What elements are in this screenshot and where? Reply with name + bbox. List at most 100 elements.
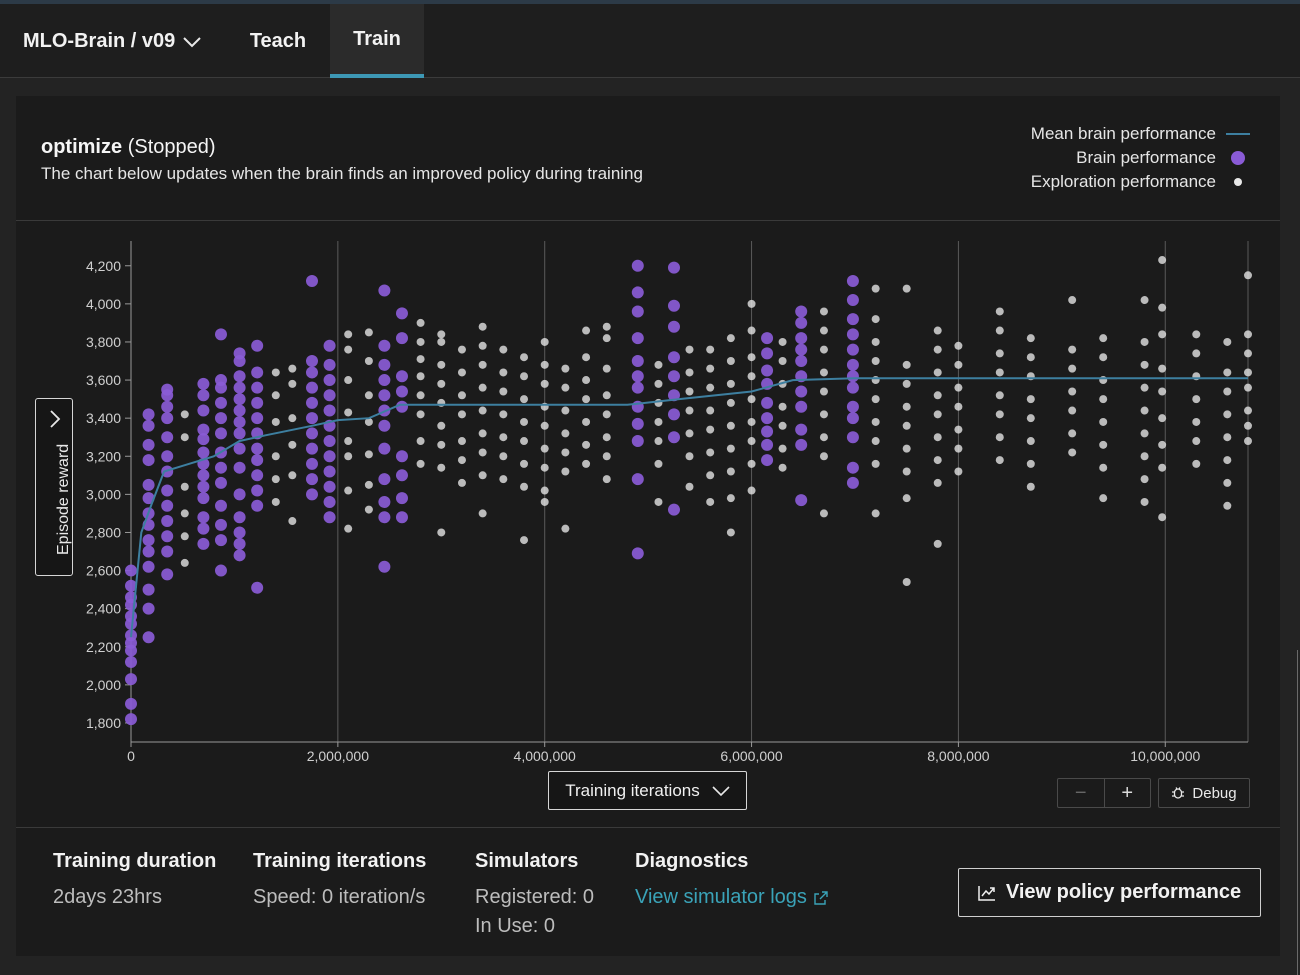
exploration-point bbox=[180, 482, 189, 491]
exploration-point bbox=[1099, 353, 1108, 362]
brain-point bbox=[214, 427, 227, 440]
exploration-point bbox=[819, 345, 828, 354]
exploration-point bbox=[344, 437, 353, 446]
mean-performance-line bbox=[130, 377, 1248, 638]
brain-point bbox=[846, 370, 859, 383]
exploration-point bbox=[726, 421, 735, 430]
brain-point bbox=[214, 499, 227, 512]
exploration-point bbox=[706, 406, 715, 415]
brain-point bbox=[795, 355, 808, 368]
y-tick-label: 4,200 bbox=[86, 258, 121, 274]
brain-point bbox=[251, 454, 264, 467]
brain-point bbox=[378, 358, 391, 371]
exploration-point bbox=[416, 410, 425, 419]
brain-point bbox=[761, 425, 774, 438]
exploration-point bbox=[499, 345, 508, 354]
bug-icon bbox=[1172, 787, 1185, 799]
brain-point bbox=[251, 381, 264, 394]
brain-point bbox=[214, 412, 227, 425]
x-tick-label: 8,000,000 bbox=[927, 748, 989, 764]
exploration-point bbox=[478, 509, 487, 518]
exploration-point bbox=[478, 341, 487, 350]
exploration-point bbox=[582, 395, 591, 404]
brain-point bbox=[233, 537, 246, 550]
policy-button-label: View policy performance bbox=[1005, 881, 1242, 903]
exploration-point bbox=[437, 421, 446, 430]
exploration-point bbox=[499, 452, 508, 461]
exploration-point bbox=[747, 372, 756, 381]
exploration-point bbox=[1026, 353, 1035, 362]
brain-point bbox=[323, 435, 336, 448]
brain-version-selector[interactable]: MLO-Brain / v09 bbox=[23, 30, 201, 53]
brain-point bbox=[233, 549, 246, 562]
x-tick-label: 6,000,000 bbox=[720, 748, 782, 764]
stat-in-use: In Use: 0 bbox=[475, 915, 556, 937]
exploration-point bbox=[1140, 406, 1149, 415]
exploration-point bbox=[1192, 349, 1201, 358]
exploration-point bbox=[685, 406, 694, 415]
tab-train[interactable]: Train bbox=[330, 4, 424, 78]
stat-heading: Training iterations bbox=[253, 850, 427, 872]
brain-point bbox=[761, 347, 774, 360]
brain-point bbox=[142, 438, 155, 451]
exploration-point bbox=[416, 337, 425, 346]
stat-value: 2days 23hrs bbox=[53, 886, 162, 908]
exploration-point bbox=[747, 486, 756, 495]
brain-point bbox=[233, 511, 246, 524]
brain-point bbox=[795, 423, 808, 436]
x-tick-label: 2,000,000 bbox=[307, 748, 369, 764]
debug-button[interactable]: Debug bbox=[1158, 778, 1250, 808]
zoom-in-button[interactable]: + bbox=[1121, 781, 1134, 804]
chevron-down-icon bbox=[183, 36, 201, 47]
x-axis-selector[interactable]: Training iterations bbox=[548, 771, 747, 810]
exploration-point bbox=[778, 402, 787, 411]
y-tick-label: 3,200 bbox=[86, 448, 121, 464]
brain-point bbox=[395, 385, 408, 398]
view-policy-performance-button[interactable]: View policy performance bbox=[958, 868, 1261, 917]
exploration-point bbox=[602, 452, 611, 461]
brain-point bbox=[667, 299, 680, 312]
exploration-point bbox=[1140, 429, 1149, 438]
external-link-icon bbox=[814, 890, 828, 905]
exploration-point bbox=[602, 364, 611, 373]
exploration-point bbox=[1026, 437, 1035, 446]
exploration-point bbox=[819, 326, 828, 335]
tab-teach[interactable]: Teach bbox=[228, 4, 328, 78]
exploration-point bbox=[499, 410, 508, 419]
exploration-point bbox=[1068, 387, 1077, 396]
exploration-point bbox=[995, 391, 1004, 400]
header-divider bbox=[16, 220, 1280, 221]
exploration-point bbox=[933, 326, 942, 335]
exploration-point bbox=[1192, 459, 1201, 468]
brain-point bbox=[251, 412, 264, 425]
brain-point bbox=[233, 381, 246, 394]
zoom-out-button[interactable]: − bbox=[1058, 779, 1105, 807]
exploration-point bbox=[1223, 478, 1232, 487]
exploration-point bbox=[685, 368, 694, 377]
training-panel: optimize (Stopped) The chart below updat… bbox=[16, 96, 1280, 956]
brain-point bbox=[323, 511, 336, 524]
exploration-point bbox=[478, 429, 487, 438]
exploration-point bbox=[520, 353, 529, 362]
brain-point bbox=[378, 284, 391, 297]
view-simulator-logs-link[interactable]: View simulator logs bbox=[635, 883, 829, 912]
y-tick-label: 2,200 bbox=[86, 639, 121, 655]
brain-point bbox=[125, 610, 137, 623]
brain-point bbox=[214, 476, 227, 489]
exploration-point bbox=[499, 387, 508, 396]
brain-point bbox=[142, 545, 155, 558]
brain-point bbox=[251, 339, 264, 352]
brain-point bbox=[214, 534, 227, 547]
y-axis-selector[interactable]: Episode reward bbox=[35, 398, 73, 576]
x-tick-label: 0 bbox=[127, 748, 135, 764]
exploration-point bbox=[778, 357, 787, 366]
exploration-point bbox=[1140, 296, 1149, 305]
exploration-point bbox=[288, 440, 297, 449]
brain-point bbox=[378, 339, 391, 352]
exploration-point bbox=[1140, 360, 1149, 369]
brain-point bbox=[795, 400, 808, 413]
exploration-point bbox=[1244, 383, 1252, 392]
exploration-point bbox=[540, 379, 549, 388]
footer-divider bbox=[16, 827, 1280, 828]
line-chart-icon bbox=[978, 885, 995, 901]
